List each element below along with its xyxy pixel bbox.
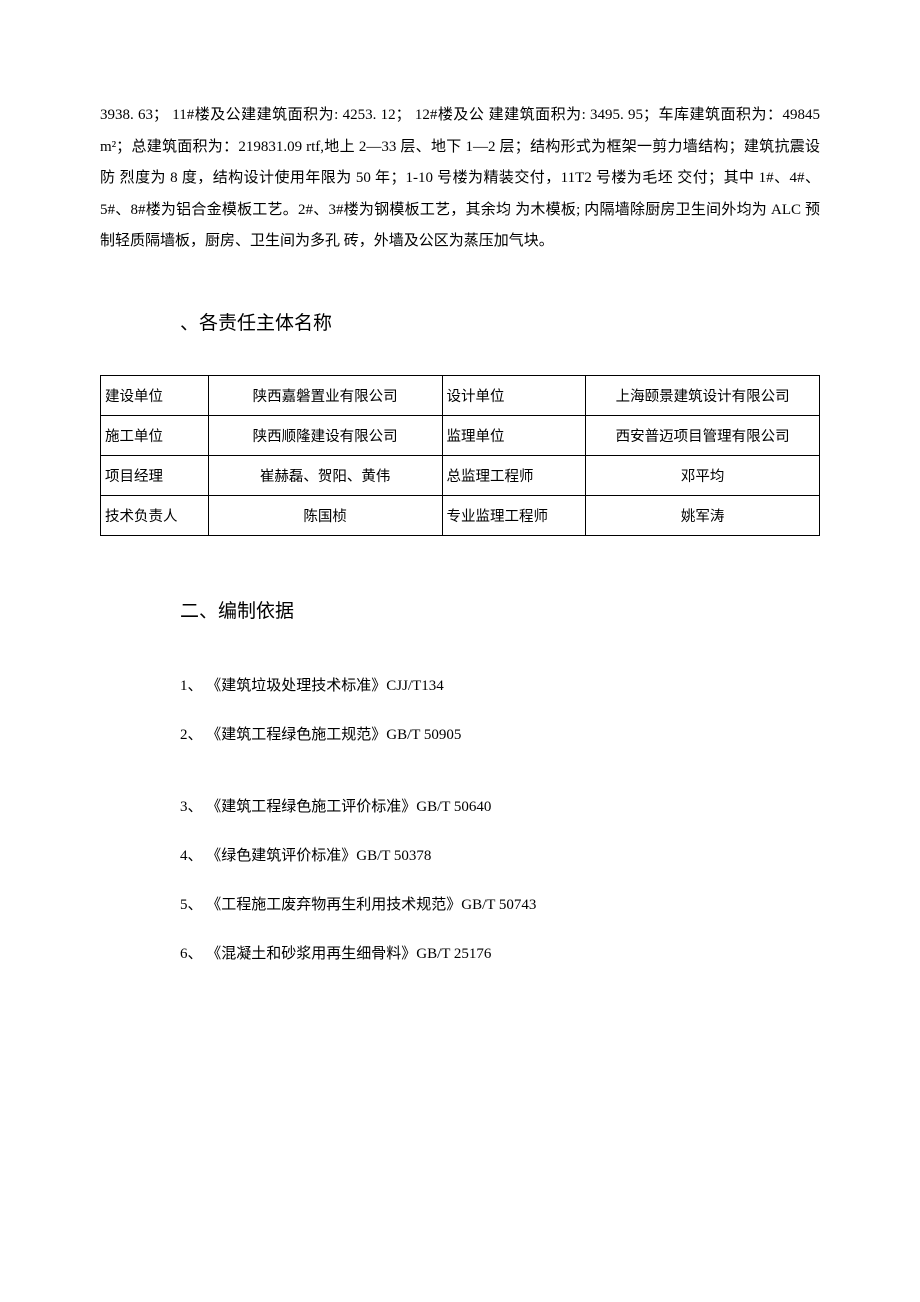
- table-row: 施工单位 陕西顺隆建设有限公司 监理单位 西安普迈项目管理有限公司: [101, 415, 820, 455]
- table-cell-label: 专业监理工程师: [442, 495, 586, 535]
- table-cell-value: 姚军涛: [586, 495, 820, 535]
- table-cell-value: 上海颐景建筑设计有限公司: [586, 375, 820, 415]
- reference-list-item: 3、 《建筑工程绿色施工评价标准》GB/T 50640: [180, 794, 820, 821]
- table-row: 项目经理 崔赫磊、贺阳、黄伟 总监理工程师 邓平均: [101, 455, 820, 495]
- table-cell-label: 建设单位: [101, 375, 209, 415]
- responsible-entities-table: 建设单位 陕西嘉磐置业有限公司 设计单位 上海颐景建筑设计有限公司 施工单位 陕…: [100, 375, 820, 536]
- reference-list-item: 2、 《建筑工程绿色施工规范》GB/T 50905: [180, 722, 820, 749]
- table-cell-label: 监理单位: [442, 415, 586, 455]
- project-description-paragraph: 3938. 63； 11#楼及公建建筑面积为: 4253. 12； 12#楼及公…: [100, 100, 820, 258]
- table-cell-label: 施工单位: [101, 415, 209, 455]
- section-heading-compilation-basis: 二、编制依据: [180, 596, 820, 623]
- table-cell-value: 西安普迈项目管理有限公司: [586, 415, 820, 455]
- table-cell-value: 陈国桢: [208, 495, 442, 535]
- table-cell-label: 项目经理: [101, 455, 209, 495]
- section-heading-responsible-entities: 、各责任主体名称: [180, 308, 820, 335]
- reference-list-item: 5、 《工程施工废弃物再生利用技术规范》GB/T 50743: [180, 892, 820, 919]
- table-cell-value: 陕西嘉磐置业有限公司: [208, 375, 442, 415]
- table-cell-value: 陕西顺隆建设有限公司: [208, 415, 442, 455]
- reference-list-item: 6、 《混凝土和砂浆用再生细骨料》GB/T 25176: [180, 941, 820, 968]
- table-cell-value: 邓平均: [586, 455, 820, 495]
- reference-list-item: 1、 《建筑垃圾处理技术标准》CJJ/T134: [180, 673, 820, 700]
- table-cell-label: 技术负责人: [101, 495, 209, 535]
- table-cell-label: 设计单位: [442, 375, 586, 415]
- table-cell-value: 崔赫磊、贺阳、黄伟: [208, 455, 442, 495]
- table-row: 技术负责人 陈国桢 专业监理工程师 姚军涛: [101, 495, 820, 535]
- table-cell-label: 总监理工程师: [442, 455, 586, 495]
- reference-list-item: 4、 《绿色建筑评价标准》GB/T 50378: [180, 843, 820, 870]
- table-row: 建设单位 陕西嘉磐置业有限公司 设计单位 上海颐景建筑设计有限公司: [101, 375, 820, 415]
